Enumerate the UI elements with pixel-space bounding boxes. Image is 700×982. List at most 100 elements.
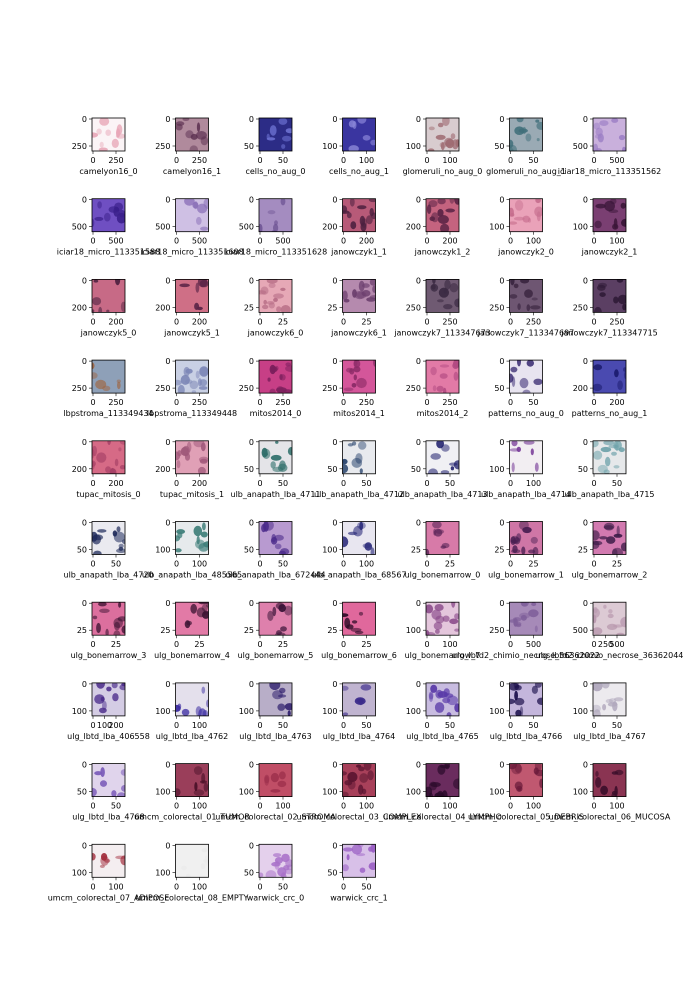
- y-tick-label: 0: [583, 599, 588, 608]
- y-tick-label: 50: [77, 788, 87, 797]
- thumbnail-label: ulb_anapath_lba_4712: [314, 490, 404, 499]
- y-tick-label: 0: [499, 357, 504, 366]
- x-tick-label: 50: [445, 721, 455, 730]
- x-tick-label: 250: [598, 640, 613, 649]
- y-tick-label: 0: [416, 115, 421, 124]
- x-tick-label: 250: [526, 317, 541, 326]
- thumbnail-label: tupac_mitosis_0: [76, 490, 140, 499]
- thumbnail-label: lbpstroma_113349448: [147, 409, 237, 418]
- thumbnail-panel: 0 5000250ulg_lbtd2_chimio_necrose_3636202…: [452, 599, 600, 660]
- thumbnail-texture: [175, 118, 209, 151]
- thumbnail-label: patterns_no_aug_1: [572, 409, 648, 418]
- thumbnail-label: ulg_lbtd_lba_4765: [406, 732, 478, 741]
- y-tick-label: 0: [332, 599, 337, 608]
- x-tick-label: 100: [192, 802, 207, 811]
- y-tick-label: 25: [77, 626, 87, 635]
- y-tick-label: 25: [244, 626, 254, 635]
- y-tick-label: 200: [72, 303, 87, 312]
- thumbnail-texture: [348, 118, 376, 151]
- thumbnail-label: ulb_anapath_lba_672444: [225, 571, 325, 580]
- thumbnail-texture: [175, 440, 209, 474]
- y-tick-label: 0: [583, 276, 588, 285]
- x-tick-label: 50: [361, 479, 371, 488]
- thumbnail-panel: 0 500 0 500 iciar18_micro_113351608: [140, 196, 243, 257]
- thumbnail-panel: 0 50 0 100 ulg_lbtd_lba_4766: [489, 680, 562, 741]
- thumbnail-label: janowczyk5_1: [163, 328, 220, 337]
- y-tick-label: 0: [165, 196, 170, 205]
- thumbnail-frame: [509, 198, 543, 233]
- thumbnail-label: ulg_bonemarrow_4: [154, 651, 230, 660]
- y-tick-label: 0: [249, 680, 254, 689]
- thumbnail-frame: [509, 682, 543, 717]
- thumbnail-texture: [509, 602, 539, 633]
- thumbnail-frame: [509, 359, 543, 394]
- thumbnail-texture: [267, 362, 292, 394]
- x-tick-label: 0: [341, 560, 346, 569]
- x-tick-label: 50: [528, 156, 538, 165]
- x-tick-label: 0: [174, 721, 179, 730]
- thumbnail-label: ulb_anapath_lba_4711: [231, 490, 321, 499]
- y-tick-label: 50: [578, 465, 588, 474]
- thumbnail-panel: 0 25 0 25 janowczyk6_1: [327, 276, 387, 337]
- x-tick-label: 25: [528, 560, 538, 569]
- thumbnail-label: glomeruli_no_aug_1: [486, 167, 566, 176]
- y-tick-label: 0: [82, 761, 87, 770]
- x-tick-label: 100: [192, 882, 207, 891]
- thumbnail-frame: [258, 763, 293, 797]
- x-tick-label: 200: [108, 479, 123, 488]
- thumbnail-label: ulb_anapath_lba_68567: [311, 571, 406, 580]
- thumbnail-frame: [592, 601, 627, 636]
- y-tick-label: 100: [155, 868, 170, 877]
- y-tick-label: 100: [406, 142, 421, 151]
- y-tick-label: 0: [332, 115, 337, 124]
- y-tick-label: 100: [489, 788, 504, 797]
- thumbnail-texture: [342, 611, 364, 635]
- thumbnail-image: [509, 360, 543, 394]
- thumbnail-frame: [425, 440, 460, 475]
- x-tick-label: 50: [612, 721, 622, 730]
- thumbnail-label: umcm_colorectal_04_LYMPHO: [383, 813, 502, 822]
- y-tick-label: 100: [155, 707, 170, 716]
- x-tick-label: 0: [591, 237, 596, 246]
- x-tick-label: 250: [192, 156, 207, 165]
- thumbnail-panel: 0 100 0 100 umcm_colorectal_03_COMPLEX: [297, 761, 422, 822]
- y-tick-label: 50: [77, 546, 87, 555]
- y-tick-label: 250: [406, 303, 421, 312]
- x-tick-label: 0: [424, 802, 429, 811]
- thumbnail-frame: [592, 521, 627, 555]
- y-tick-label: 0: [332, 357, 337, 366]
- x-tick-label: 0: [257, 721, 262, 730]
- x-tick-label: 0: [90, 237, 95, 246]
- thumbnail-panel: 0 50 0 50 warwick_crc_1: [327, 841, 387, 902]
- y-tick-label: 50: [244, 868, 254, 877]
- thumbnail-texture: [92, 853, 125, 869]
- x-tick-label: 50: [111, 802, 121, 811]
- thumbnail-texture: [92, 118, 125, 151]
- x-tick-label: 25: [194, 640, 204, 649]
- thumbnail-texture: [175, 366, 209, 394]
- x-tick-label: 100: [609, 237, 624, 246]
- x-tick-label: 500: [609, 640, 624, 649]
- thumbnail-panel: 0 250 0 250 lbpstroma_113349448: [147, 357, 237, 418]
- y-tick-label: 250: [239, 384, 254, 393]
- x-tick-label: 0: [174, 317, 179, 326]
- thumbnail-texture: [509, 198, 543, 225]
- x-tick-label: 200: [192, 479, 207, 488]
- thumbnail-label: ulg_bonemarrow_2: [572, 571, 648, 580]
- thumbnail-frame: [175, 521, 209, 555]
- x-tick-label: 50: [278, 721, 288, 730]
- y-tick-label: 0: [249, 115, 254, 124]
- x-tick-label: 100: [442, 802, 457, 811]
- thumbnail-label: cells_no_aug_1: [329, 167, 389, 176]
- y-tick-label: 0: [583, 680, 588, 689]
- thumbnail-frame: [91, 682, 126, 717]
- thumbnail-frame: [91, 359, 126, 394]
- y-tick-label: 0: [499, 276, 504, 285]
- thumbnail-panel: 0 25 0 25 ulg_bonemarrow_1: [488, 519, 564, 580]
- thumbnail-image: [509, 118, 543, 151]
- x-tick-label: 100: [275, 802, 290, 811]
- thumbnail-panel: 0 100 0 100 umcm_colorectal_08_EMPTY: [136, 841, 249, 902]
